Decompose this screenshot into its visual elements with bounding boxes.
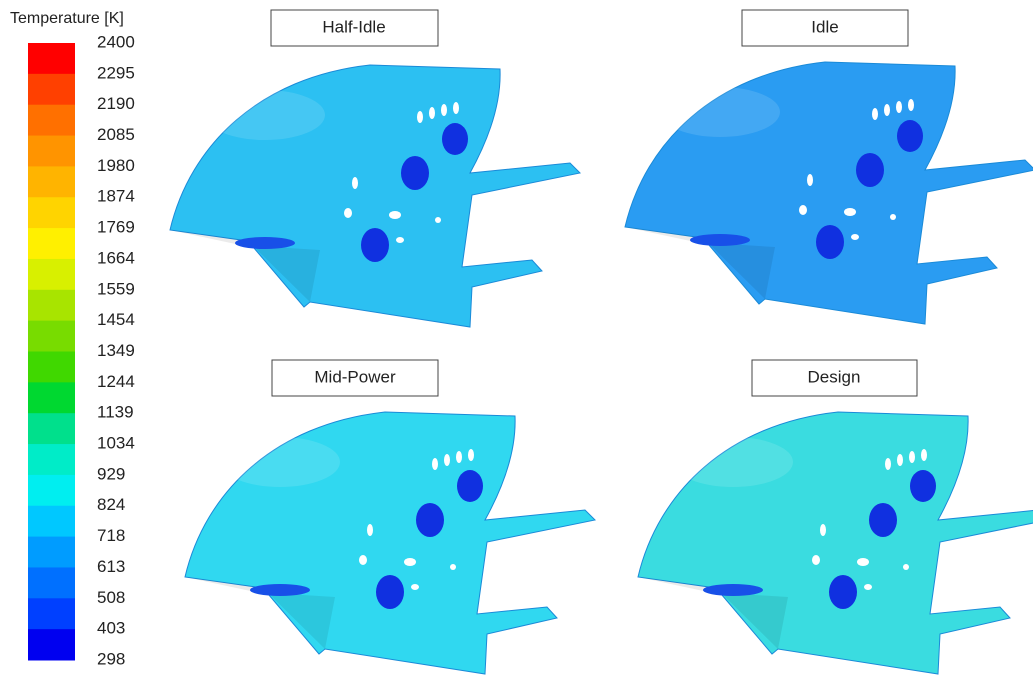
colorbar-band [28, 135, 75, 167]
colorbar-band [28, 73, 75, 106]
panel-render [637, 411, 1033, 675]
colorbar-label: 1349 [97, 341, 135, 360]
colorbar-label: 1664 [97, 248, 135, 267]
colorbar-label: 1244 [97, 372, 135, 391]
panel-render [169, 64, 581, 328]
colorbar-label: 1559 [97, 279, 135, 298]
colorbar-label: 508 [97, 588, 125, 607]
colorbar-band [28, 258, 75, 291]
colorbar-band [28, 567, 75, 599]
colorbar-band [28, 104, 75, 137]
colorbar-label: 613 [97, 557, 125, 576]
colorbar-label: 403 [97, 619, 125, 638]
colorbar-label: 929 [97, 464, 125, 483]
panel-render [624, 61, 1033, 325]
panel-title-box [270, 9, 439, 47]
colorbar-label: 1874 [97, 187, 135, 206]
colorbar-band [28, 289, 75, 322]
colorbar-labels: 2400 2295 2190 2085 1980 1874 1769 1664 1559 1454… [97, 32, 135, 668]
colorbar-band [28, 166, 75, 198]
colorbar-band [28, 444, 75, 476]
colorbar-band [28, 536, 75, 568]
colorbar-band [28, 413, 75, 445]
colorbar-label: 298 [97, 649, 125, 668]
colorbar-band [28, 43, 75, 75]
panel-title: Design [808, 367, 861, 386]
legend-title: Temperature [K] [10, 10, 124, 27]
panel-title: Half-Idle [322, 17, 385, 36]
panel-title-box [741, 9, 909, 47]
colorbar-label: 1980 [97, 156, 135, 175]
colorbar-label: 1034 [97, 434, 135, 453]
colorbar-label: 1454 [97, 310, 135, 329]
panel-title: Mid-Power [314, 367, 396, 386]
colorbar-label: 1139 [97, 403, 134, 422]
panel-title-box [271, 359, 439, 397]
colorbar-band [28, 598, 75, 630]
colorbar-band [28, 320, 75, 352]
colorbar-band [28, 474, 75, 507]
colorbar-label: 2400 [97, 32, 135, 51]
panel-render [184, 411, 596, 675]
colorbar-label: 2295 [97, 63, 135, 82]
colorbar-band [28, 228, 75, 260]
colorbar-band [28, 197, 75, 229]
colorbar-label: 2085 [97, 125, 135, 144]
colorbar-label: 718 [97, 526, 125, 545]
colorbar-band [28, 505, 75, 538]
colorbar-band [28, 382, 75, 414]
colorbar-band [28, 629, 75, 661]
panel-title: Idle [811, 17, 838, 36]
colorbar-label: 1769 [97, 218, 135, 237]
colorbar-label: 824 [97, 495, 125, 514]
panel-title-box [751, 359, 918, 397]
colorbar-band [28, 351, 75, 383]
colorbar-label: 2190 [97, 94, 135, 113]
colorbar [28, 43, 75, 661]
